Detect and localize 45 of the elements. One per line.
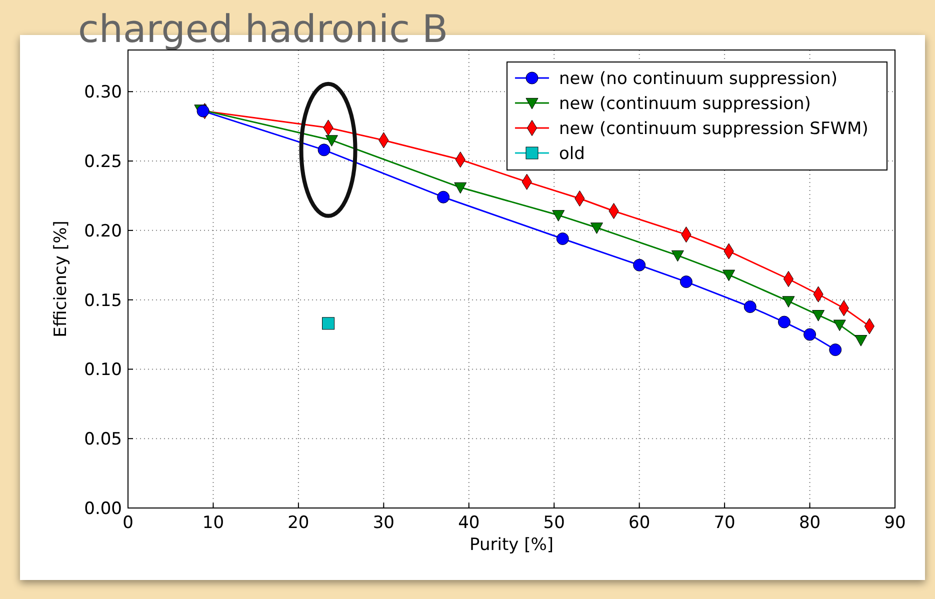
point (782, 296, 795, 308)
x-axis-title: Purity [%] (470, 535, 554, 555)
point (804, 328, 816, 341)
x-tick-label: 90 (884, 513, 906, 533)
y-tick-label: 0.30 (84, 82, 122, 103)
point (680, 276, 692, 288)
point (833, 320, 846, 332)
point (590, 222, 603, 234)
point (556, 232, 569, 245)
point (454, 182, 467, 194)
legend-label: new (no continuum suppression) (559, 69, 838, 89)
x-tick-label: 80 (798, 513, 821, 533)
point (325, 135, 338, 146)
legend-label: new (continuum suppression) (559, 94, 811, 114)
x-tick-label: 0 (122, 513, 134, 533)
point (812, 310, 825, 322)
point (552, 210, 565, 222)
y-tick-label: 0.20 (84, 221, 122, 242)
point (722, 270, 736, 282)
point (322, 317, 335, 330)
point (854, 335, 868, 346)
y-tick-label: 0.25 (84, 152, 122, 172)
x-tick-label: 70 (714, 513, 736, 533)
y-tick-label: 0.10 (84, 360, 122, 380)
x-tick-label: 60 (628, 513, 650, 533)
point (829, 344, 842, 356)
point (778, 316, 790, 328)
x-tick-label: 40 (458, 513, 480, 533)
point (633, 258, 646, 272)
point (744, 300, 756, 314)
point (196, 104, 210, 118)
y-tick-label: 0.15 (84, 290, 122, 311)
point (318, 144, 330, 156)
point (671, 250, 684, 262)
legend-label: old (559, 144, 585, 164)
y-tick-label: 0.05 (84, 430, 122, 450)
x-tick-label: 30 (372, 513, 394, 533)
x-tick-label: 50 (543, 513, 565, 533)
legend-label: new (continuum suppression SFWM) (559, 119, 868, 139)
x-tick-label: 10 (202, 513, 224, 533)
x-tick-label: 20 (288, 513, 310, 533)
y-tick-label: 0.00 (84, 499, 122, 519)
point (437, 190, 450, 204)
y-axis-title: Efficiency [%] (51, 220, 71, 338)
chart-title: charged hadronic B (78, 7, 448, 51)
